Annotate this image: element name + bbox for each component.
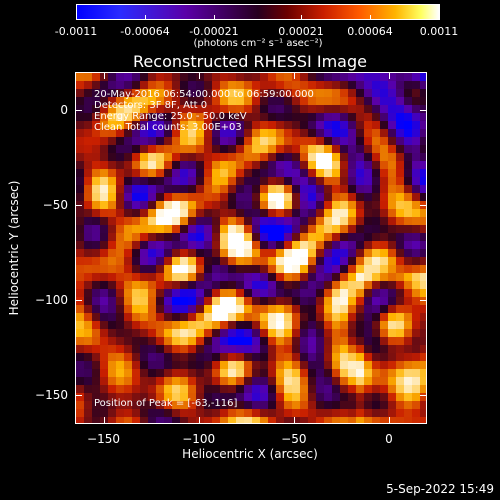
x-tick-label: −150 — [87, 432, 121, 446]
colorbar-tick — [370, 15, 372, 20]
colorbar-tick-label: -0.00064 — [120, 25, 170, 38]
colorbar-tick — [76, 15, 77, 20]
x-tick — [293, 417, 295, 423]
x-tick — [198, 73, 200, 79]
x-tick-label: −50 — [281, 432, 307, 446]
y-tick — [76, 395, 82, 397]
heatmap-image — [76, 73, 426, 423]
date-stamp: 5-Sep-2022 15:49 — [386, 482, 494, 496]
x-tick — [293, 73, 295, 79]
y-tick — [420, 110, 426, 112]
colorbar-tick-label: -0.0011 — [54, 25, 98, 38]
y-tick — [76, 300, 82, 302]
y-tick — [76, 110, 82, 112]
colorbar — [76, 4, 440, 20]
y-axis-label: Heliocentric Y (arcsec) — [7, 180, 21, 316]
colorbar-tick — [213, 15, 215, 20]
x-tick — [198, 417, 200, 423]
colorbar-tick-label: -0.00021 — [189, 25, 239, 38]
peak-position-label: Position of Peak = [-63,-116] — [94, 398, 238, 409]
y-tick-label: −50 — [42, 198, 68, 213]
info-line-time: 20-May-2016 06:54:00.000 to 06:59:00.000 — [94, 89, 314, 100]
y-tick — [76, 205, 82, 207]
image-plot-area[interactable]: 20-May-2016 06:54:00.000 to 06:59:00.000… — [75, 72, 427, 424]
info-line-clean: Clean Total counts: 3.00E+03 — [94, 122, 242, 133]
x-axis-label: Heliocentric X (arcsec) — [182, 447, 318, 461]
colorbar-tick-label: 0.00021 — [278, 25, 324, 38]
chart-title: Reconstructed RHESSI Image — [133, 52, 367, 71]
y-tick — [420, 395, 426, 397]
colorbar-tick — [144, 15, 146, 20]
colorbar-tick-label: 0.00064 — [347, 25, 393, 38]
y-tick-label: −100 — [35, 293, 68, 308]
y-tick — [420, 205, 426, 207]
colorbar-tick-label: 0.0011 — [419, 25, 459, 38]
colorbar-tick — [439, 15, 440, 20]
info-line-detectors: Detectors: 3F 8F, Att 0 — [94, 100, 208, 111]
x-tick-label: −100 — [182, 432, 216, 446]
x-tick — [388, 417, 390, 423]
colorbar-tick — [301, 15, 303, 20]
y-tick-label: 0 — [60, 103, 68, 118]
x-tick-label: 0 — [385, 432, 393, 446]
y-tick-label: −150 — [35, 388, 68, 403]
y-tick — [420, 300, 426, 302]
x-tick — [103, 73, 105, 79]
x-tick — [388, 73, 390, 79]
x-tick — [103, 417, 105, 423]
info-line-energy: Energy Range: 25.0 - 50.0 keV — [94, 111, 247, 122]
colorbar-units: (photons cm⁻² s⁻¹ asec⁻²) — [193, 38, 323, 49]
